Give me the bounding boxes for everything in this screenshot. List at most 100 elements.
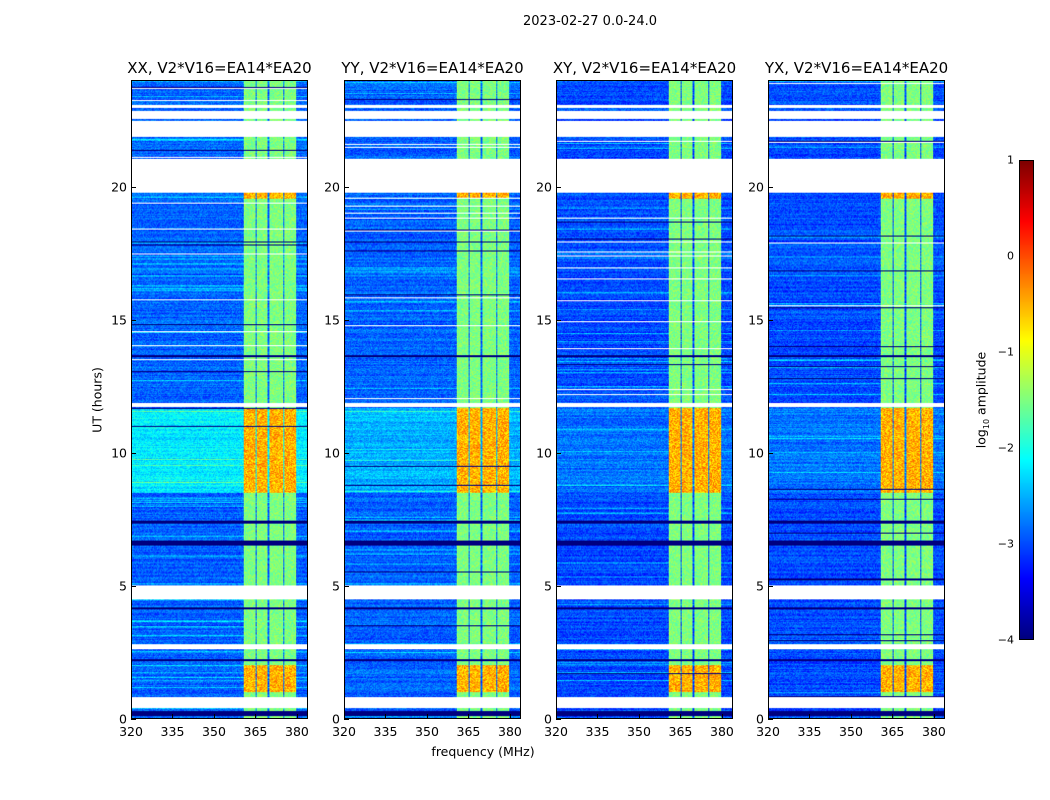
heatmap-panel <box>131 80 308 719</box>
y-tick-label: 20 <box>748 179 764 194</box>
heatmap-panel <box>344 80 521 719</box>
y-tick-label: 5 <box>544 578 552 594</box>
y-tick-label: 5 <box>756 578 764 594</box>
x-tick-label: 380 <box>922 724 946 739</box>
x-tick-mark <box>556 714 557 719</box>
x-tick-mark <box>426 714 428 719</box>
colorbar-tick-label: −1 <box>997 345 1014 359</box>
x-tick-label: 335 <box>373 724 398 739</box>
x-tick-label: 320 <box>119 724 143 739</box>
y-tick-mark <box>131 319 136 321</box>
colorbar-tick-label: 0 <box>1007 249 1014 263</box>
y-tick-mark <box>344 719 349 720</box>
figure-title: 2023-02-27 0.0-24.0 <box>523 14 657 29</box>
x-tick-label: 380 <box>285 724 309 739</box>
heatmap-image <box>132 81 307 718</box>
x-tick-mark <box>213 714 215 719</box>
x-tick-label: 350 <box>202 724 226 739</box>
colorbar-tick-label: −4 <box>997 633 1014 647</box>
colorbar-tick-label: 1 <box>1007 153 1014 167</box>
x-tick-label: 380 <box>498 724 522 739</box>
x-tick-mark <box>597 714 599 719</box>
y-tick-mark <box>556 452 561 454</box>
x-tick-mark <box>468 714 470 719</box>
colorbar-tick-label: −2 <box>997 441 1014 455</box>
x-tick-label: 350 <box>627 724 651 739</box>
x-tick-label: 350 <box>839 724 863 739</box>
y-tick-label: 20 <box>536 179 552 194</box>
heatmap-image <box>769 81 944 718</box>
y-tick-mark <box>768 452 773 454</box>
x-tick-mark <box>296 714 298 719</box>
y-tick-label: 0 <box>119 711 127 727</box>
y-tick-label: 0 <box>332 711 340 727</box>
panel-title: YX, V2*V16=EA14*EA20 <box>764 59 949 77</box>
x-axis-label: frequency (MHz) <box>431 744 535 759</box>
y-tick-label: 10 <box>748 445 764 461</box>
y-tick-mark <box>131 719 136 720</box>
x-tick-mark <box>638 714 640 719</box>
y-tick-label: 0 <box>544 711 552 727</box>
y-tick-label: 20 <box>111 179 127 194</box>
heatmap-panel <box>556 80 733 719</box>
x-tick-label: 350 <box>415 724 439 739</box>
y-tick-label: 15 <box>111 312 127 328</box>
colorbar <box>1019 160 1034 640</box>
y-tick-mark <box>344 319 349 321</box>
x-tick-mark <box>809 714 811 719</box>
heatmap-panel <box>768 80 945 719</box>
x-tick-label: 335 <box>585 724 610 739</box>
y-tick-mark <box>344 186 349 188</box>
y-tick-label: 10 <box>536 445 552 461</box>
x-tick-label: 320 <box>544 724 568 739</box>
y-tick-mark <box>556 319 561 321</box>
x-tick-label: 380 <box>710 724 734 739</box>
x-tick-mark <box>255 714 257 719</box>
x-tick-label: 335 <box>160 724 185 739</box>
x-tick-mark <box>680 714 682 719</box>
panel-title: YY, V2*V16=EA14*EA20 <box>341 59 524 77</box>
x-tick-label: 320 <box>756 724 780 739</box>
x-tick-label: 320 <box>332 724 356 739</box>
y-tick-label: 20 <box>324 179 340 194</box>
x-tick-mark <box>172 714 174 719</box>
y-tick-mark <box>131 585 136 587</box>
x-tick-label: 365 <box>456 724 481 739</box>
y-tick-mark <box>131 186 136 188</box>
y-tick-mark <box>556 186 561 188</box>
x-tick-mark <box>768 714 769 719</box>
x-tick-mark <box>131 714 132 719</box>
y-tick-label: 5 <box>332 578 340 594</box>
y-tick-label: 15 <box>324 312 340 328</box>
colorbar-tick-label: −3 <box>997 537 1014 551</box>
x-tick-mark <box>933 714 935 719</box>
y-tick-mark <box>768 719 773 720</box>
y-tick-mark <box>768 186 773 188</box>
heatmap-image <box>345 81 520 718</box>
x-tick-label: 365 <box>243 724 268 739</box>
x-tick-label: 335 <box>797 724 822 739</box>
y-tick-mark <box>556 719 561 720</box>
y-tick-label: 10 <box>111 445 127 461</box>
x-tick-mark <box>385 714 387 719</box>
y-tick-mark <box>344 452 349 454</box>
x-tick-label: 365 <box>668 724 693 739</box>
colorbar-label: log10 amplitude <box>973 351 991 449</box>
y-tick-mark <box>556 585 561 587</box>
y-tick-label: 5 <box>119 578 127 594</box>
y-tick-mark <box>768 585 773 587</box>
y-tick-label: 10 <box>324 445 340 461</box>
heatmap-image <box>557 81 732 718</box>
x-tick-label: 365 <box>880 724 905 739</box>
x-tick-mark <box>850 714 852 719</box>
panel-title: XX, V2*V16=EA14*EA20 <box>127 59 312 77</box>
y-tick-mark <box>768 319 773 321</box>
y-tick-label: 15 <box>748 312 764 328</box>
x-tick-mark <box>892 714 894 719</box>
x-tick-mark <box>344 714 345 719</box>
y-axis-label: UT (hours) <box>89 367 105 433</box>
x-tick-mark <box>721 714 723 719</box>
y-tick-mark <box>344 585 349 587</box>
x-tick-mark <box>509 714 511 719</box>
